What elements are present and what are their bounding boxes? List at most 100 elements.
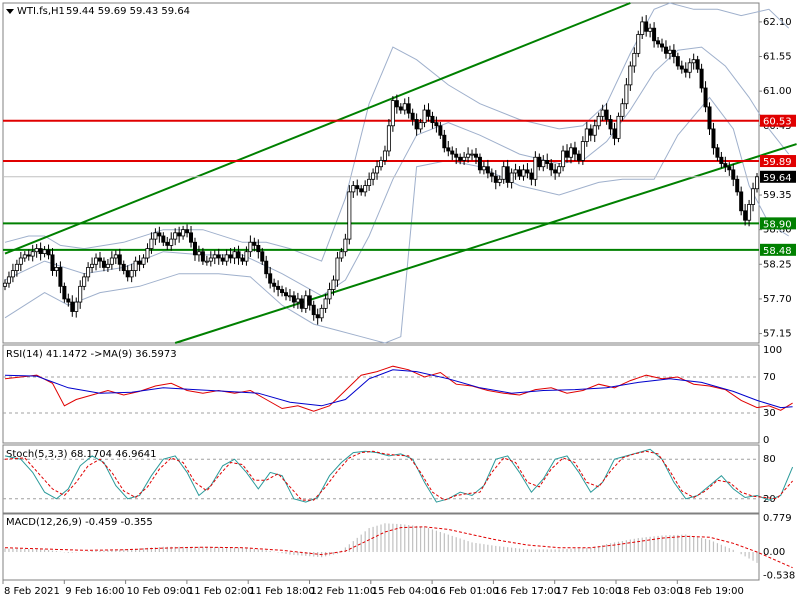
candle bbox=[422, 104, 427, 128]
candle bbox=[82, 273, 87, 291]
candle-body-up bbox=[54, 267, 59, 271]
price-level-label: 60.53 bbox=[763, 117, 792, 128]
candle-body-down bbox=[240, 257, 245, 262]
candle-body-up bbox=[141, 257, 146, 265]
candle-body-up bbox=[470, 153, 475, 156]
candle-body-up bbox=[481, 166, 486, 171]
candle bbox=[600, 104, 605, 121]
candle-body-up bbox=[596, 115, 601, 127]
candle bbox=[723, 156, 728, 172]
candle-body-down bbox=[62, 285, 67, 300]
time-axis-label: 15 Feb 04:00 bbox=[372, 586, 438, 597]
candle bbox=[434, 116, 439, 133]
candle bbox=[656, 37, 661, 48]
candle-body-up bbox=[462, 156, 467, 161]
candle bbox=[410, 108, 415, 126]
candle bbox=[426, 103, 431, 122]
candle bbox=[553, 163, 558, 180]
candle-body-down bbox=[311, 304, 316, 316]
candle bbox=[505, 159, 510, 188]
candle bbox=[719, 151, 724, 169]
candle-body-up bbox=[82, 276, 87, 287]
candle bbox=[90, 257, 95, 273]
candle bbox=[561, 145, 566, 172]
candle-body-down bbox=[608, 119, 613, 130]
candle bbox=[319, 304, 324, 322]
candle-body-down bbox=[695, 59, 700, 70]
candle-body-down bbox=[410, 112, 415, 120]
candle-body-down bbox=[553, 169, 558, 174]
candle-body-down bbox=[66, 298, 71, 303]
candle bbox=[743, 203, 748, 226]
candle-body-down bbox=[719, 156, 724, 164]
candle-body-down bbox=[739, 191, 744, 212]
candle-body-up bbox=[513, 169, 518, 174]
candle bbox=[660, 38, 665, 52]
candle bbox=[529, 168, 534, 186]
candle bbox=[303, 290, 308, 313]
candle bbox=[691, 53, 696, 70]
dropdown-triangle-icon[interactable] bbox=[6, 9, 14, 14]
candle-body-up bbox=[169, 238, 174, 246]
candle bbox=[287, 288, 292, 302]
candle-body-down bbox=[355, 185, 360, 190]
candle-body-down bbox=[252, 241, 257, 246]
candle bbox=[169, 232, 174, 251]
candle-body-up bbox=[541, 160, 546, 168]
candle-body-down bbox=[426, 109, 431, 117]
candle bbox=[121, 260, 126, 275]
time-axis-label: 18 Feb 03:00 bbox=[617, 586, 683, 597]
candle-body-down bbox=[572, 147, 577, 155]
candle-body-down bbox=[177, 232, 182, 237]
candle bbox=[462, 151, 467, 165]
candle bbox=[220, 254, 225, 265]
candle bbox=[438, 122, 443, 139]
candle-body-up bbox=[648, 27, 653, 32]
candle bbox=[367, 172, 372, 191]
candle-body-up bbox=[667, 49, 672, 54]
time-axis-label: 16 Feb 17:00 bbox=[494, 586, 560, 597]
candle bbox=[232, 247, 237, 265]
candle bbox=[608, 114, 613, 135]
price-panel[interactable] bbox=[2, 2, 760, 344]
candle-body-down bbox=[185, 229, 190, 234]
candle-body-up bbox=[22, 254, 27, 259]
candle bbox=[541, 155, 546, 172]
candle-body-up bbox=[327, 289, 332, 300]
candle bbox=[628, 61, 633, 91]
candle-body-down bbox=[517, 169, 522, 177]
candle-body-up bbox=[497, 178, 502, 183]
candle-body-down bbox=[434, 122, 439, 127]
candle-body-up bbox=[295, 298, 300, 303]
candle bbox=[256, 239, 261, 259]
candle bbox=[537, 153, 542, 171]
candle bbox=[291, 291, 296, 309]
candle-body-down bbox=[101, 260, 106, 268]
candle bbox=[390, 96, 395, 132]
candle bbox=[612, 122, 617, 146]
candle-body-down bbox=[97, 257, 102, 262]
candle-body-up bbox=[244, 251, 249, 262]
candle bbox=[481, 161, 486, 175]
candle bbox=[311, 300, 316, 321]
candle bbox=[667, 45, 672, 60]
candle-body-up bbox=[375, 166, 380, 174]
candle bbox=[731, 163, 736, 187]
candle-body-down bbox=[157, 232, 162, 237]
time-axis-label: 18 Feb 19:00 bbox=[678, 586, 744, 597]
stoch-main-line bbox=[4, 448, 794, 503]
candle-body-up bbox=[509, 172, 514, 183]
candle bbox=[671, 44, 676, 64]
candle bbox=[394, 94, 399, 114]
candle bbox=[109, 251, 114, 270]
bollinger-upper-line bbox=[4, 2, 790, 262]
candle bbox=[363, 180, 368, 197]
stoch-panel[interactable] bbox=[2, 444, 760, 514]
price-axis-label: 57.70 bbox=[763, 294, 792, 305]
candle-body-down bbox=[117, 254, 122, 265]
candle-body-down bbox=[58, 267, 63, 287]
candle-body-down bbox=[220, 257, 225, 262]
candle-body-down bbox=[137, 260, 142, 265]
candle-body-up bbox=[14, 263, 19, 271]
time-axis-label: 17 Feb 10:00 bbox=[556, 586, 622, 597]
